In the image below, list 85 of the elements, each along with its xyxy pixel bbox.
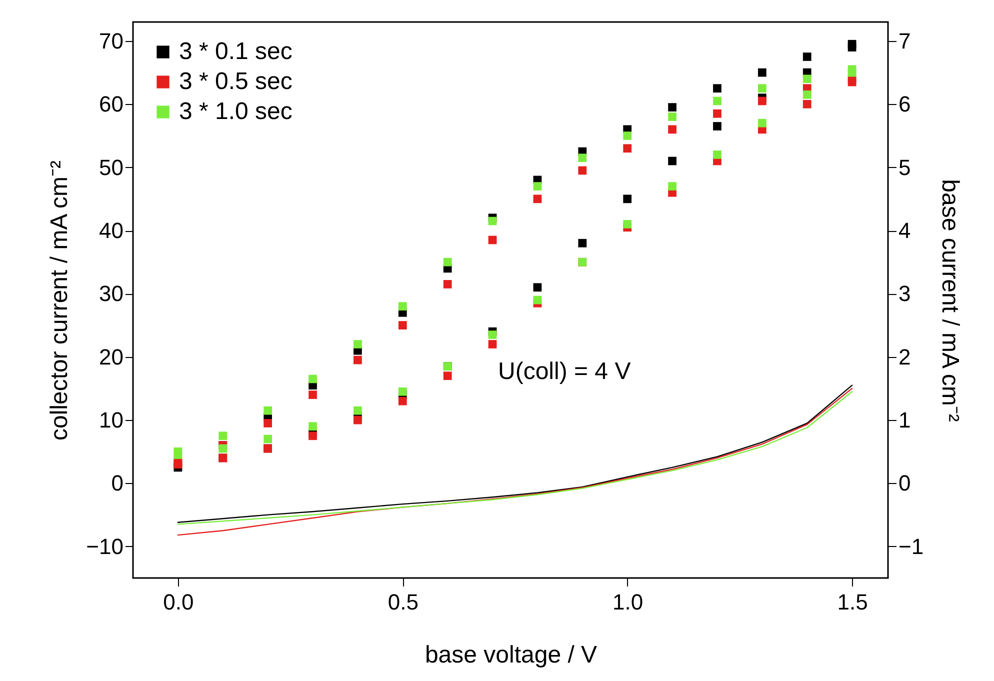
point xyxy=(713,122,722,130)
y2-tick-label: 7 xyxy=(898,28,911,54)
point xyxy=(488,236,497,244)
point xyxy=(533,296,542,304)
point xyxy=(308,390,317,399)
point xyxy=(713,96,722,106)
point xyxy=(713,150,722,159)
point xyxy=(443,280,452,288)
point xyxy=(758,96,766,106)
y-tick-label: 40 xyxy=(99,218,124,243)
point xyxy=(802,90,812,99)
point xyxy=(533,182,542,190)
point xyxy=(848,65,856,74)
point xyxy=(713,109,722,118)
point xyxy=(533,283,542,292)
point xyxy=(578,166,587,175)
point xyxy=(308,374,317,384)
y-tick-label: 10 xyxy=(99,408,124,433)
y2-tick-label: 0 xyxy=(898,470,911,496)
legend-label: 3 * 0.5 sec xyxy=(179,68,292,95)
point xyxy=(264,434,272,444)
y2-tick-label: 3 xyxy=(898,281,911,306)
y2-tick-label: 4 xyxy=(898,218,911,243)
point xyxy=(398,396,407,406)
x-tick-label: 0.0 xyxy=(163,590,194,614)
y2-tick-label: −1 xyxy=(898,534,924,559)
point xyxy=(308,432,317,440)
x-tick-label: 0.5 xyxy=(388,590,418,614)
y2-axis-title: base current / mA cm⁻² xyxy=(936,179,964,422)
point xyxy=(308,422,317,431)
point xyxy=(264,419,272,428)
point xyxy=(218,444,228,453)
point xyxy=(623,144,632,153)
point xyxy=(354,406,362,415)
point xyxy=(264,406,272,415)
point xyxy=(578,238,587,248)
point xyxy=(488,216,497,226)
point xyxy=(443,258,452,266)
point xyxy=(668,156,676,166)
point xyxy=(218,432,228,440)
point xyxy=(802,52,812,61)
x-tick-label: 1.0 xyxy=(612,590,644,614)
point xyxy=(488,340,497,348)
point xyxy=(758,118,766,128)
point xyxy=(758,68,766,77)
point xyxy=(354,340,362,348)
y2-tick-label: 5 xyxy=(898,154,911,180)
point xyxy=(443,372,452,380)
y-tick-label: 60 xyxy=(99,92,124,117)
point xyxy=(668,125,676,134)
annotation: U(coll) = 4 V xyxy=(498,358,631,385)
point xyxy=(623,132,632,140)
point xyxy=(668,182,676,190)
point xyxy=(174,447,182,456)
point xyxy=(354,416,362,424)
y-tick-label: 70 xyxy=(99,28,124,54)
legend-label: 3 * 1.0 sec xyxy=(179,98,292,125)
point xyxy=(802,100,812,108)
point xyxy=(398,302,407,310)
point xyxy=(713,84,722,93)
y-tick-label: 30 xyxy=(99,281,124,306)
y-tick-label: 20 xyxy=(99,344,124,370)
x-tick-label: 1.5 xyxy=(837,590,868,614)
point xyxy=(354,356,362,364)
point xyxy=(848,40,856,48)
point xyxy=(668,103,676,112)
y-tick-label: −10 xyxy=(86,534,124,559)
y-tick-label: 50 xyxy=(99,154,124,180)
point xyxy=(758,84,766,93)
legend-label: 3 * 0.1 sec xyxy=(179,38,292,65)
y-axis-title: collector current / mA cm⁻² xyxy=(46,160,74,441)
y2-tick-label: 1 xyxy=(898,408,911,433)
point xyxy=(533,194,542,204)
y-tick-label: 0 xyxy=(111,470,124,496)
point xyxy=(398,321,407,330)
y2-tick-label: 6 xyxy=(898,92,911,117)
point xyxy=(802,74,812,84)
x-axis-title: base voltage / V xyxy=(424,642,598,668)
point xyxy=(578,154,587,162)
point xyxy=(668,112,676,121)
point xyxy=(398,387,407,396)
y2-tick-label: 2 xyxy=(898,344,911,370)
point xyxy=(488,330,497,339)
point xyxy=(623,194,632,204)
point xyxy=(623,220,632,228)
